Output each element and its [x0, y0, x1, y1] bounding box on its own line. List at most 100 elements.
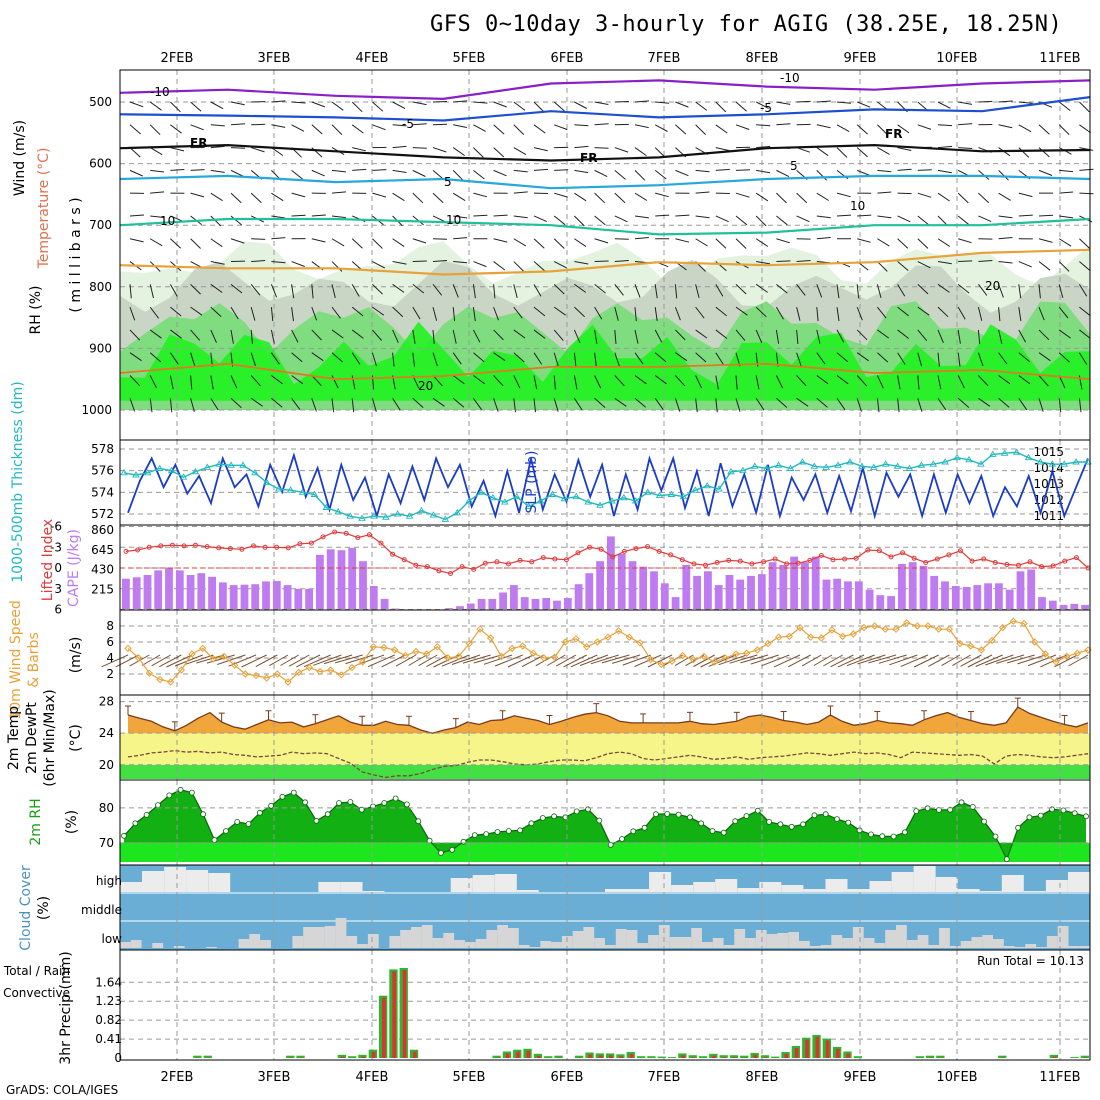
wind-speed-point [540, 654, 548, 662]
precip-total-bar [915, 1056, 924, 1058]
wind-speed-point [316, 667, 324, 676]
wind-speed-point [284, 678, 292, 686]
wind-speed-point [753, 646, 762, 654]
wind-barb [453, 261, 468, 264]
cloud-high-bar [605, 889, 627, 892]
wind-barb [958, 238, 972, 244]
wind-barb [190, 169, 205, 171]
wind-barb [756, 145, 771, 149]
rh-point [528, 820, 535, 827]
precip-convective-bar [536, 1055, 541, 1058]
wind-barb [614, 307, 619, 321]
date-label-top-9FEB: 9FEB [844, 51, 877, 66]
wind-barb-10m [960, 654, 982, 667]
wind-barb [392, 169, 407, 173]
ylabel-slp: SLP (mb) [524, 450, 540, 513]
ylabel-wind-units: (m/s) [68, 637, 84, 674]
wind-barb [533, 124, 546, 134]
cloud-low-bar [648, 935, 659, 948]
rh-point [879, 833, 886, 840]
wind-barb [877, 191, 892, 194]
lifted-point [563, 557, 569, 563]
ylabel-temperature: Temperature (°C) [36, 148, 52, 270]
wind-barb [412, 123, 427, 126]
wind-barb [190, 329, 201, 341]
cloud-low-bar [421, 925, 433, 948]
cloud-level-low: low [102, 932, 123, 946]
wind-barb [634, 397, 647, 408]
wind-barb [1079, 329, 1091, 339]
cape-bar [132, 577, 141, 609]
wind-barb [856, 352, 869, 362]
wind-speed-point [764, 639, 772, 648]
wind-barb-10m [693, 654, 715, 667]
wind-barb [917, 398, 923, 412]
slp-line [127, 452, 1089, 520]
date-label-bottom-10FEB: 10FEB [936, 1070, 977, 1085]
wind-barb [1079, 238, 1090, 249]
wind-barb [715, 398, 718, 413]
wind-barb [755, 329, 763, 343]
thickness-point [429, 511, 438, 518]
wind-speed-point [1041, 650, 1050, 658]
cloud-low-bar [238, 939, 250, 948]
ylabel-2m-rh: 2m RH [28, 798, 44, 845]
thickness-point [727, 467, 735, 475]
cloud-high-bar [1023, 891, 1046, 892]
wind-barb [331, 398, 335, 413]
wind-barb [917, 329, 928, 342]
cloud-high-bar [164, 867, 187, 892]
cloud-low-bar [314, 927, 325, 948]
wind-speed-point [230, 661, 239, 669]
wind-speed-point [657, 660, 666, 669]
rh-point [403, 801, 410, 808]
wind-barb [957, 352, 961, 367]
cape-bar [844, 581, 852, 609]
wind-barb [877, 306, 887, 319]
thickness-point [869, 463, 878, 470]
contour-label--10: -10 [780, 71, 800, 85]
wind-barb [311, 238, 326, 243]
cloud-low-bar [1025, 944, 1037, 948]
cape-bar [790, 556, 798, 609]
rh-point [969, 804, 976, 810]
lifted-point [645, 544, 651, 550]
wind-barb [675, 329, 686, 341]
wind-barb [271, 375, 283, 385]
thickness-point [655, 491, 664, 499]
lifted-point [934, 556, 940, 562]
wind-barb-10m [159, 654, 182, 668]
wind-barb [1018, 192, 1033, 198]
lifted-point [401, 557, 407, 563]
cape-bar [445, 608, 454, 609]
wind-barb [755, 238, 769, 247]
wind-barb [998, 397, 1010, 408]
wind-barb [553, 306, 566, 316]
lifted-point [239, 546, 245, 552]
date-label-top-2FEB: 2FEB [161, 51, 194, 66]
thickness-point [215, 460, 224, 467]
wind-barb-10m [418, 654, 438, 667]
cloud-low-bar [292, 936, 304, 948]
wind-barb [715, 147, 730, 152]
cape-bar [865, 589, 874, 609]
wind-barb [250, 375, 261, 387]
wind-barb [452, 307, 456, 322]
wind-barb [1018, 261, 1032, 268]
wind-barb-10m [494, 654, 523, 667]
lifted-point [656, 548, 662, 554]
rh-point [1060, 807, 1067, 814]
wind-barb [836, 214, 852, 217]
thickness-point [263, 478, 271, 486]
cape-bar [1005, 589, 1014, 609]
thickness-point [560, 494, 569, 502]
cloud-low-bar [680, 937, 692, 948]
wind-barb [170, 124, 182, 134]
wind-barb-10m [151, 654, 171, 667]
wind-barb [675, 214, 690, 217]
cape-bar [941, 581, 949, 609]
upper-air-ytick-900: 900 [89, 341, 112, 355]
wind-barb [634, 170, 646, 181]
wind-barb [1079, 261, 1091, 271]
thickness-point [536, 497, 545, 504]
